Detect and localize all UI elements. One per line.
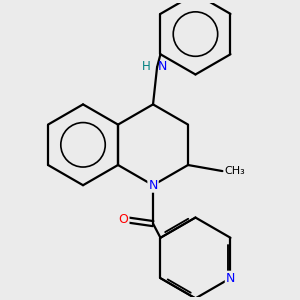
Text: H: H xyxy=(142,60,151,73)
Text: N: N xyxy=(158,60,167,73)
Text: N: N xyxy=(226,272,235,285)
Text: O: O xyxy=(118,213,128,226)
Text: CH₃: CH₃ xyxy=(225,166,245,176)
Text: N: N xyxy=(148,179,158,192)
